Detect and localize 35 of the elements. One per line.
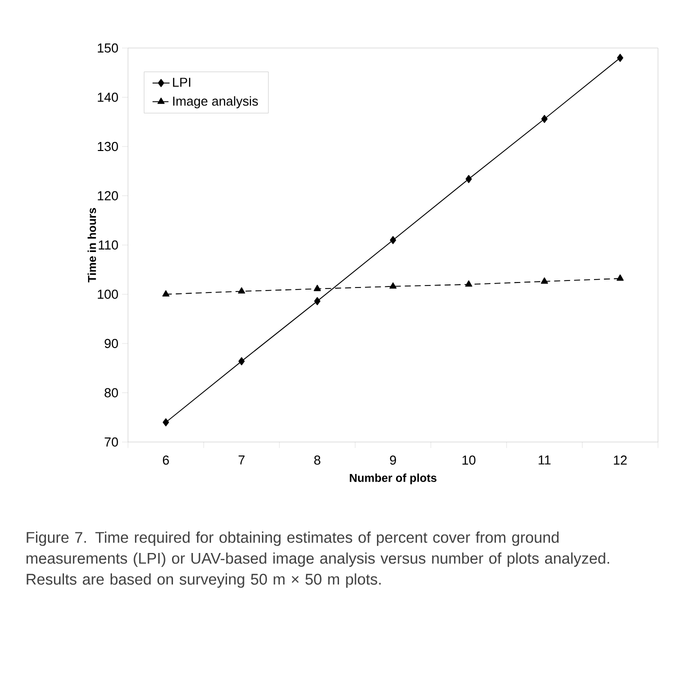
- y-axis-title: Time in hours: [88, 208, 96, 282]
- point: [540, 277, 548, 284]
- y-tick-label: 130: [98, 142, 118, 152]
- point: [617, 54, 624, 62]
- point: [541, 114, 548, 123]
- point: [616, 274, 624, 281]
- x-tick-label: 7: [238, 456, 245, 464]
- x-tick-label: 11: [538, 456, 551, 464]
- point: [314, 284, 321, 292]
- point: [162, 418, 169, 426]
- caption: Figure 7. Time required for obtaining estimates of percent cover from ground measurements (LPI) or UAV-based image analysis versus number of plots analyzed. Results are based on surveying 50 m × 50 m plots.: [26, 532, 610, 588]
- point: [162, 290, 170, 296]
- legend-label: LPI: [173, 78, 190, 87]
- x-tick-label: 12: [614, 456, 627, 465]
- y-tick-label: 110: [98, 240, 118, 250]
- x-tick-label: 8: [314, 456, 320, 465]
- point: [238, 287, 246, 294]
- x-axis-title: Number of plots: [350, 474, 436, 484]
- point: [465, 280, 472, 287]
- x-tick-label: 6: [162, 456, 169, 465]
- point: [389, 282, 397, 289]
- x-tick-label: 9: [390, 456, 396, 465]
- y-tick-label: 100: [98, 290, 118, 299]
- point: [466, 174, 472, 184]
- y-tick-label: 70: [104, 437, 118, 447]
- y-tick-label: 90: [104, 338, 118, 348]
- legend-label: Image analysis: [173, 96, 258, 108]
- x-tick-label: 10: [462, 456, 476, 465]
- y-tick-label: 150: [98, 43, 118, 53]
- point: [390, 236, 396, 244]
- point: [238, 357, 245, 366]
- y-tick-label: 80: [104, 388, 118, 398]
- y-tick-label: 120: [98, 191, 118, 200]
- point: [314, 297, 320, 306]
- y-tick-label: 140: [98, 92, 118, 102]
